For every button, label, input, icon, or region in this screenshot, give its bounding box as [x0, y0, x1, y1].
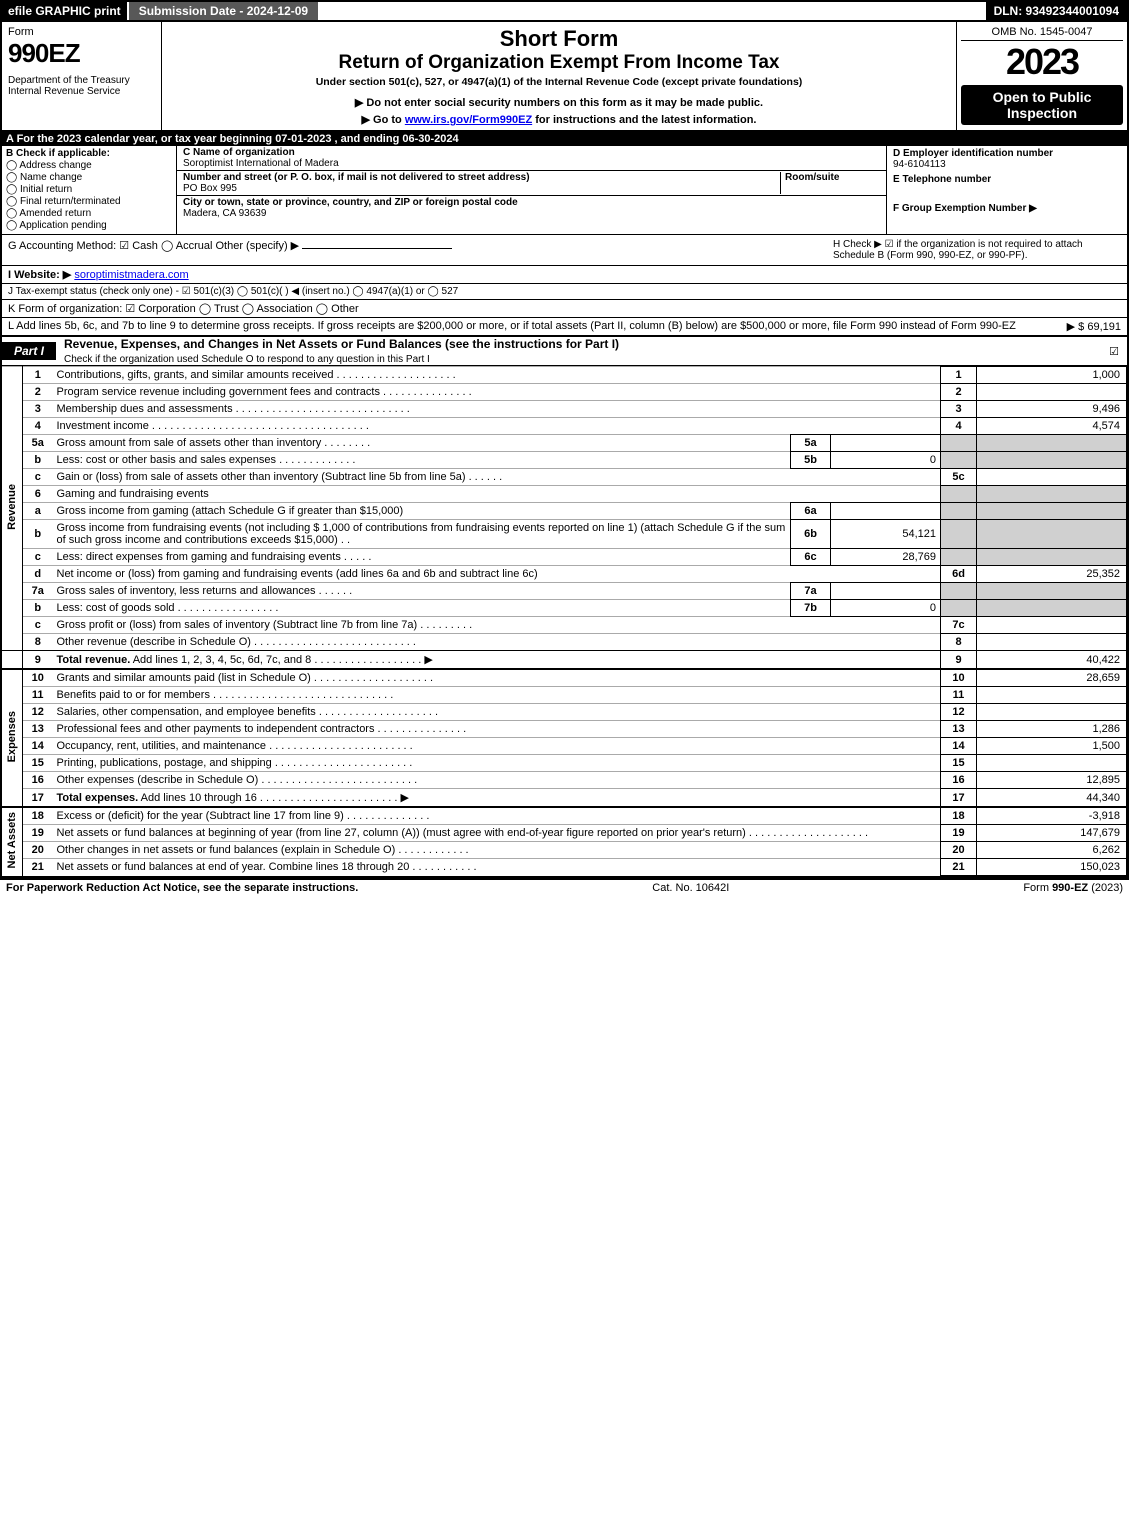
form-header: Form 990EZ Department of the Treasury In… [2, 22, 1127, 132]
l-text: L Add lines 5b, 6c, and 7b to line 9 to … [8, 320, 1057, 333]
tax-year: 2023 [961, 41, 1123, 83]
ein-hdr: D Employer identification number [893, 148, 1121, 159]
total-expenses-label: Total expenses. [57, 792, 139, 804]
city-hdr: City or town, state or province, country… [183, 197, 518, 208]
section-b-through-f: B Check if applicable: ◯ Address change … [2, 146, 1127, 235]
line-j: J Tax-exempt status (check only one) - ☑… [2, 284, 1127, 300]
expenses-vlabel: Expenses [6, 711, 18, 762]
section-d-e-f: D Employer identification number 94-6104… [887, 146, 1127, 234]
part-1-header: Part I Revenue, Expenses, and Changes in… [2, 336, 1127, 366]
line-i: I Website: ▶ soroptimistmadera.com [2, 266, 1127, 284]
cb-initial-return[interactable]: ◯ Initial return [6, 184, 172, 195]
goto-note: ▶ Go to www.irs.gov/Form990EZ for instru… [170, 113, 948, 126]
part-1-label: Part I [2, 342, 56, 360]
goto-pre: ▶ Go to [362, 114, 405, 126]
part-1-table: Revenue 1Contributions, gifts, grants, a… [2, 366, 1127, 876]
footer: For Paperwork Reduction Act Notice, see … [0, 878, 1129, 896]
form-word: Form [8, 26, 155, 38]
cb-final-return[interactable]: ◯ Final return/terminated [6, 196, 172, 207]
cb-accrual[interactable]: ◯ Accrual [161, 240, 212, 252]
dept-label: Department of the Treasury Internal Reve… [8, 75, 155, 97]
room-hdr: Room/suite [785, 172, 839, 183]
cb-name-change[interactable]: ◯ Name change [6, 172, 172, 183]
cb-pending[interactable]: ◯ Application pending [6, 220, 172, 231]
i-label: I Website: ▶ [8, 269, 71, 281]
cb-address-change[interactable]: ◯ Address change [6, 160, 172, 171]
org-city: Madera, CA 93639 [183, 208, 266, 219]
revenue-vlabel: Revenue [6, 484, 18, 530]
header-right: OMB No. 1545-0047 2023 Open to Public In… [957, 22, 1127, 130]
irs-link[interactable]: www.irs.gov/Form990EZ [405, 114, 532, 126]
b-header: B Check if applicable: [6, 148, 110, 159]
cb-cash[interactable]: ☑ Cash [119, 240, 158, 252]
line-k: K Form of organization: ☑ Corporation ◯ … [2, 300, 1127, 318]
ssn-note: ▶ Do not enter social security numbers o… [170, 96, 948, 109]
top-bar: efile GRAPHIC print Submission Date - 20… [2, 2, 1127, 22]
line-l: L Add lines 5b, 6c, and 7b to line 9 to … [2, 318, 1127, 336]
part-1-title: Revenue, Expenses, and Changes in Net As… [56, 337, 1109, 365]
header-left: Form 990EZ Department of the Treasury In… [2, 22, 162, 130]
total-revenue-label: Total revenue. [57, 654, 131, 666]
form-number: 990EZ [8, 38, 155, 69]
line-g: G Accounting Method: ☑ Cash ◯ Accrual Ot… [2, 235, 827, 265]
org-address: PO Box 995 [183, 183, 237, 194]
g-label: G Accounting Method: [8, 240, 116, 252]
section-b: B Check if applicable: ◯ Address change … [2, 146, 177, 234]
dln-label: DLN: 93492344001094 [986, 2, 1127, 20]
tel-hdr: E Telephone number [893, 174, 1121, 185]
form-container: efile GRAPHIC print Submission Date - 20… [0, 0, 1129, 878]
header-center: Short Form Return of Organization Exempt… [162, 22, 957, 130]
group-exempt-hdr: F Group Exemption Number ▶ [893, 203, 1037, 214]
schedule-o-checkbox[interactable]: ☑ [1109, 345, 1127, 358]
cb-amended[interactable]: ◯ Amended return [6, 208, 172, 219]
short-form-title: Short Form [170, 26, 948, 52]
footer-right: Form 990-EZ (2023) [1023, 882, 1123, 894]
row-a: A For the 2023 calendar year, or tax yea… [2, 132, 1127, 146]
netassets-vlabel: Net Assets [6, 812, 18, 868]
addr-hdr: Number and street (or P. O. box, if mail… [183, 172, 530, 183]
line-h: H Check ▶ ☑ if the organization is not r… [827, 235, 1127, 265]
section-c: C Name of organization Soroptimist Inter… [177, 146, 887, 234]
efile-label[interactable]: efile GRAPHIC print [2, 2, 127, 20]
org-name: Soroptimist International of Madera [183, 158, 339, 169]
goto-post: for instructions and the latest informat… [532, 114, 756, 126]
submission-date: Submission Date - 2024-12-09 [127, 2, 318, 20]
footer-left: For Paperwork Reduction Act Notice, see … [6, 882, 358, 894]
l-val: ▶ $ 69,191 [1057, 320, 1121, 333]
other-specify: Other (specify) ▶ [215, 240, 299, 252]
c-name-hdr: C Name of organization [183, 147, 295, 158]
ein-value: 94-6104113 [893, 159, 1121, 170]
subtitle: Under section 501(c), 527, or 4947(a)(1)… [170, 76, 948, 88]
website-link[interactable]: soroptimistmadera.com [74, 269, 188, 281]
footer-cat: Cat. No. 10642I [652, 882, 729, 894]
main-title: Return of Organization Exempt From Incom… [170, 52, 948, 74]
omb-number: OMB No. 1545-0047 [961, 26, 1123, 41]
open-public-badge: Open to Public Inspection [961, 85, 1123, 125]
part-1-sub: Check if the organization used Schedule … [64, 354, 430, 365]
